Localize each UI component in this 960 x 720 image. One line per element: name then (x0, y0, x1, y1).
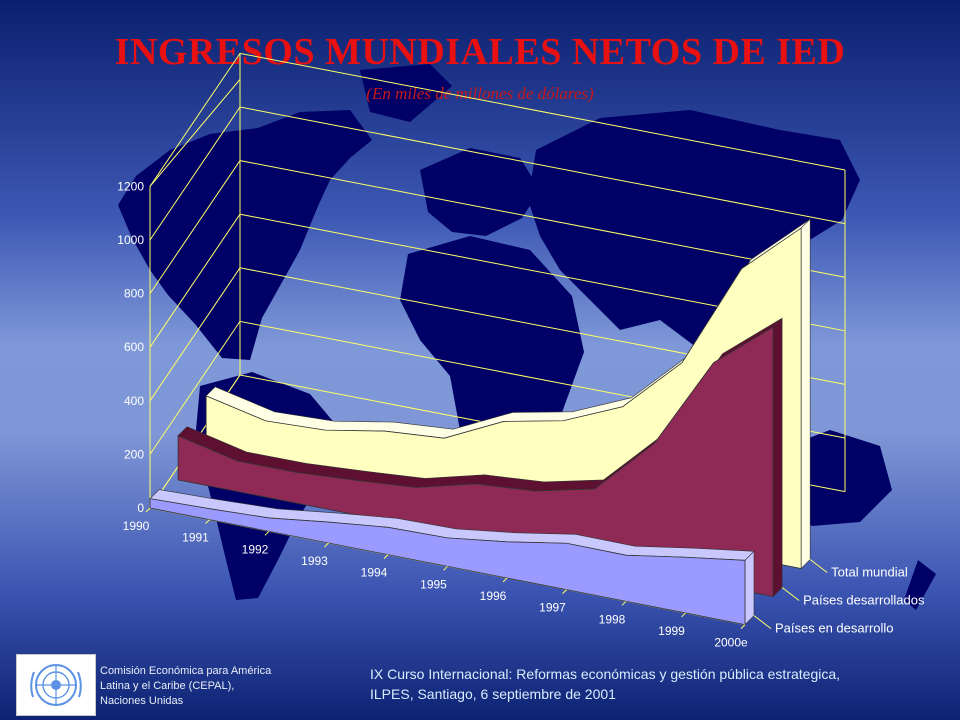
un-logo (16, 654, 96, 716)
x-tick-label: 1995 (420, 577, 447, 591)
x-tick (383, 554, 389, 560)
series-paises-en-desarrollo (149, 489, 755, 626)
x-tick-label: 1992 (242, 542, 269, 556)
series-end-cap (800, 218, 811, 570)
x-tick (443, 565, 448, 571)
org-line-2: Latina y el Caribe (CEPAL), (100, 680, 235, 692)
x-tick-label: 1998 (599, 612, 626, 626)
chart-title: INGRESOS MUNDIALES NETOS DE IED (114, 31, 846, 73)
legend-leader (781, 587, 800, 601)
legend-leader (809, 559, 828, 573)
x-tick-label: 1994 (361, 566, 388, 580)
org-line-1: Comisión Económica para América (100, 665, 272, 677)
series-front-face (149, 498, 746, 626)
chart-labels: 0 200 400 600 800 1000 1200 Total mundial Países… (117, 179, 925, 649)
legend-label: Países desarrollados (803, 593, 925, 608)
course-line-2: ILPES, Santiago, 6 septiembre de 2001 (370, 686, 616, 702)
y-tick-label: 800 (124, 287, 144, 301)
y-tick-label: 1000 (117, 233, 144, 247)
y-tick-label: 0 (137, 501, 144, 515)
x-tick (205, 519, 210, 525)
series-end-cap (772, 317, 783, 598)
org-line-3: Naciones Unidas (100, 695, 184, 707)
y-tick-label: 200 (124, 447, 144, 461)
x-tick-label: 2000e (714, 636, 748, 650)
x-tick (264, 530, 270, 536)
un-emblem-icon (30, 664, 82, 706)
asia-shape (528, 110, 860, 350)
greenland-shape (360, 64, 452, 122)
x-tick-label: 1997 (539, 601, 566, 615)
x-tick (145, 507, 151, 513)
x-tick (621, 600, 627, 606)
europe-shape (420, 148, 540, 236)
y-tick-label: 400 (124, 394, 144, 408)
y-tick-label: 600 (124, 340, 144, 354)
course-text: IX Curso Internacional: Reformas económi… (370, 664, 930, 704)
x-tick-label: 1996 (480, 589, 507, 603)
chart-series (149, 218, 811, 626)
x-tick-label: 1990 (123, 519, 150, 533)
x-tick (740, 624, 746, 629)
x-tick-label: 1999 (658, 624, 685, 638)
course-line-1: IX Curso Internacional: Reformas económi… (370, 666, 841, 682)
x-tick (681, 612, 686, 618)
new-zealand-shape (904, 560, 936, 610)
x-tick (324, 542, 329, 548)
series-paises-desarrollados (177, 317, 783, 598)
north-america-shape (118, 110, 372, 360)
gridline (149, 106, 846, 241)
legend-label: Países en desarrollo (775, 621, 894, 636)
series-end-cap (744, 550, 755, 626)
organization-text: Comisión Económica para América Latina y… (100, 664, 300, 709)
gridline (149, 52, 846, 187)
x-tick-label: 1993 (301, 554, 328, 568)
y-tick-label: 1200 (117, 179, 144, 193)
series-front-face (177, 326, 774, 598)
x-tick (562, 589, 567, 594)
legend-label: Total mundial (831, 564, 908, 579)
x-tick (502, 577, 508, 583)
legend-leader (753, 615, 772, 630)
x-tick-label: 1991 (182, 531, 209, 545)
